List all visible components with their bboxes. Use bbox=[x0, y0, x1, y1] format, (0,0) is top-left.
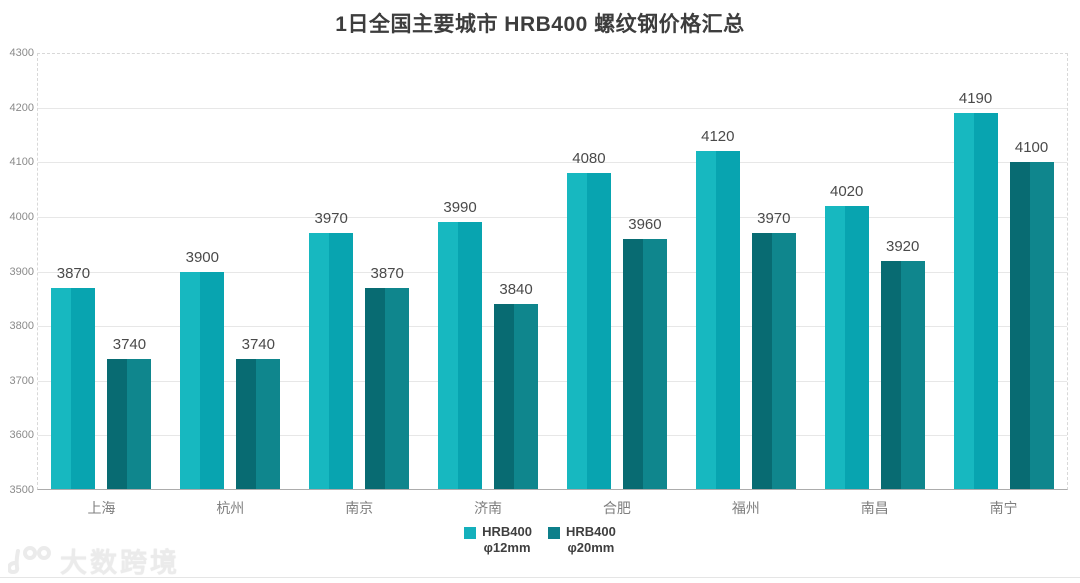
bar-hrb400-φ12mm-福州 bbox=[695, 151, 740, 489]
bar-hrb400-φ12mm-南京 bbox=[309, 233, 354, 489]
bar-value-label: 3960 bbox=[628, 215, 662, 233]
x-axis-category-label: 南昌 bbox=[860, 500, 889, 516]
gridline bbox=[38, 108, 1067, 109]
x-axis-category-label: 福州 bbox=[731, 500, 760, 516]
y-axis-tick-label: 3900 bbox=[9, 266, 34, 278]
bar-value-label: 3900 bbox=[185, 248, 219, 266]
bar-value-label: 3840 bbox=[499, 281, 533, 299]
bar-hrb400-φ20mm-南昌 bbox=[880, 260, 925, 489]
gridline bbox=[38, 326, 1067, 327]
y-axis-tick-label: 3600 bbox=[9, 429, 34, 441]
bar-hrb400-φ20mm-杭州 bbox=[236, 358, 281, 489]
bar-value-label: 3870 bbox=[370, 264, 404, 282]
legend: HRB400 φ12mm HRB400 φ20mm bbox=[0, 524, 1080, 556]
bar-value-label: 3970 bbox=[314, 210, 348, 228]
bar-hrb400-φ12mm-杭州 bbox=[180, 271, 225, 489]
bar-hrb400-φ12mm-南宁 bbox=[953, 113, 998, 489]
y-axis-tick-label: 3700 bbox=[9, 375, 34, 387]
x-axis-category-label: 上海 bbox=[87, 500, 116, 516]
x-axis-category-label: 济南 bbox=[474, 500, 503, 516]
gridline bbox=[38, 162, 1067, 163]
bar-value-label: 3920 bbox=[886, 237, 920, 255]
bar-hrb400-φ20mm-合肥 bbox=[622, 238, 667, 489]
plot-area bbox=[37, 53, 1068, 490]
gridline bbox=[38, 381, 1067, 382]
bar-hrb400-φ12mm-南昌 bbox=[824, 205, 869, 489]
legend-line2: φ20mm bbox=[567, 540, 615, 555]
chart-title: 1日全国主要城市 HRB400 螺纹钢价格汇总 bbox=[335, 13, 745, 36]
bar-value-label: 4020 bbox=[830, 182, 864, 200]
bar-value-label: 4080 bbox=[572, 150, 606, 168]
bar-value-label: 4190 bbox=[958, 90, 993, 108]
y-axis-tick-label: 4100 bbox=[9, 156, 34, 168]
bar-value-label: 4100 bbox=[1014, 139, 1049, 157]
legend-line2: φ12mm bbox=[483, 540, 531, 555]
x-axis-category-label: 南京 bbox=[345, 500, 374, 516]
gridline bbox=[38, 435, 1067, 436]
bar-value-label: 4120 bbox=[701, 128, 735, 146]
legend-label: HRB400 φ12mm bbox=[482, 524, 532, 556]
bar-hrb400-φ20mm-福州 bbox=[751, 233, 796, 489]
bar-hrb400-φ20mm-上海 bbox=[107, 358, 152, 489]
y-axis-tick-label: 4300 bbox=[9, 47, 34, 59]
legend-item-hrb400-phi20mm: HRB400 φ20mm bbox=[548, 524, 616, 556]
x-axis-category-label: 合肥 bbox=[602, 500, 631, 516]
y-axis-tick-label: 4000 bbox=[9, 211, 34, 223]
bar-hrb400-φ20mm-济南 bbox=[494, 304, 539, 489]
y-axis-tick-label: 3800 bbox=[9, 320, 34, 332]
bar-value-label: 3970 bbox=[757, 210, 791, 228]
bar-value-label: 3740 bbox=[241, 335, 275, 353]
bar-value-label: 3990 bbox=[443, 199, 477, 217]
bar-hrb400-φ12mm-上海 bbox=[51, 287, 96, 489]
bottom-divider bbox=[0, 577, 1080, 578]
legend-line1: HRB400 bbox=[482, 524, 532, 539]
x-axis-category-label: 南宁 bbox=[989, 500, 1018, 516]
bar-value-label: 3870 bbox=[56, 264, 91, 282]
legend-line1: HRB400 bbox=[566, 524, 616, 539]
y-axis-tick-label: 3500 bbox=[9, 484, 34, 496]
legend-swatch-phi20mm-icon bbox=[548, 527, 560, 539]
bar-hrb400-φ20mm-南宁 bbox=[1009, 162, 1054, 489]
y-axis-tick-label: 4200 bbox=[9, 102, 34, 114]
bar-hrb400-φ12mm-济南 bbox=[438, 222, 483, 489]
x-axis-category-label: 杭州 bbox=[216, 500, 245, 516]
gridline bbox=[38, 272, 1067, 273]
gridline bbox=[38, 217, 1067, 218]
legend-label: HRB400 φ20mm bbox=[566, 524, 616, 556]
legend-item-hrb400-phi12mm: HRB400 φ12mm bbox=[464, 524, 532, 556]
legend-swatch-phi12mm-icon bbox=[464, 527, 477, 539]
bar-value-label: 3740 bbox=[112, 335, 147, 353]
bar-hrb400-φ12mm-合肥 bbox=[566, 173, 611, 489]
bar-hrb400-φ20mm-南京 bbox=[365, 287, 410, 489]
